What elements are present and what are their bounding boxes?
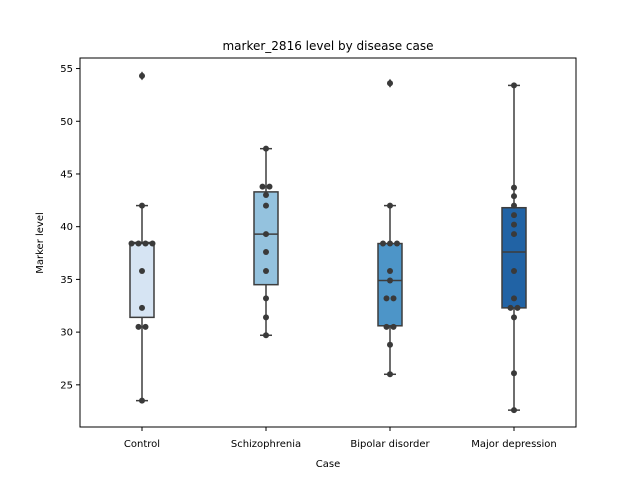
- box-group: [377, 78, 403, 376]
- data-point: [263, 202, 269, 209]
- data-point: [142, 240, 149, 247]
- axes-frame: [79, 57, 577, 428]
- data-point: [263, 231, 269, 238]
- y-tick-label: 25: [60, 380, 73, 391]
- data-point: [135, 323, 142, 330]
- x-tick-label: Bipolar disorder: [350, 439, 430, 450]
- data-point: [511, 212, 517, 219]
- y-tick-label: 50: [60, 117, 73, 128]
- data-point: [511, 370, 517, 377]
- y-tick-label: 55: [60, 64, 73, 75]
- data-point: [511, 82, 517, 89]
- data-point: [511, 407, 517, 414]
- data-point: [139, 397, 145, 404]
- data-point: [514, 304, 521, 311]
- x-tick-label: Control: [124, 439, 160, 450]
- data-point: [142, 323, 149, 330]
- swarm-group: [128, 72, 156, 404]
- swarm-group: [380, 80, 400, 378]
- data-point: [259, 183, 266, 190]
- data-point: [263, 192, 269, 199]
- data-point: [387, 80, 393, 87]
- data-point: [387, 240, 393, 247]
- data-point: [394, 240, 400, 247]
- x-tick-label: Major depression: [471, 439, 557, 450]
- data-point: [511, 314, 517, 321]
- data-point: [387, 277, 393, 284]
- y-axis-label: Marker level: [35, 212, 46, 274]
- y-tick-label: 45: [60, 169, 73, 180]
- data-point: [139, 267, 145, 274]
- data-point: [263, 145, 269, 152]
- plot-area: [128, 71, 527, 414]
- data-point: [263, 332, 269, 339]
- x-axis-label: Case: [316, 459, 340, 470]
- data-point: [266, 183, 273, 190]
- y-tick-label: 40: [60, 222, 73, 233]
- data-point: [128, 240, 135, 247]
- data-point: [511, 267, 517, 274]
- x-tick-label: Schizophrenia: [231, 439, 301, 450]
- data-point: [390, 295, 397, 302]
- box-group: [129, 71, 155, 402]
- data-point: [387, 202, 393, 209]
- swarm-group: [259, 145, 273, 339]
- data-point: [263, 248, 269, 255]
- data-point: [511, 295, 517, 302]
- box-group: [253, 147, 279, 337]
- data-point: [263, 267, 269, 274]
- chart-title: marker_2816 level by disease case: [222, 39, 433, 53]
- data-point: [507, 304, 514, 311]
- y-tick-label: 35: [60, 275, 73, 286]
- data-point: [511, 221, 517, 228]
- y-tick-label: 30: [60, 328, 73, 339]
- data-point: [139, 72, 145, 79]
- box: [377, 242, 403, 327]
- data-point: [383, 295, 390, 302]
- data-point: [511, 184, 517, 191]
- data-point: [511, 202, 517, 209]
- data-point: [511, 193, 517, 200]
- data-point: [383, 323, 390, 330]
- swarm-group: [507, 82, 521, 414]
- data-point: [387, 341, 393, 348]
- data-point: [511, 231, 517, 238]
- data-point: [263, 314, 269, 321]
- data-point: [390, 323, 397, 330]
- data-point: [139, 304, 145, 311]
- data-point: [387, 371, 393, 378]
- data-point: [380, 240, 386, 247]
- data-point: [387, 267, 393, 274]
- data-point: [263, 295, 269, 302]
- box-group: [501, 84, 527, 411]
- data-point: [135, 240, 142, 247]
- data-point: [149, 240, 156, 247]
- axes: 25 30 35 40 45 50 55 Control Schizophrenia Bipola…: [60, 64, 556, 450]
- data-point: [139, 202, 145, 209]
